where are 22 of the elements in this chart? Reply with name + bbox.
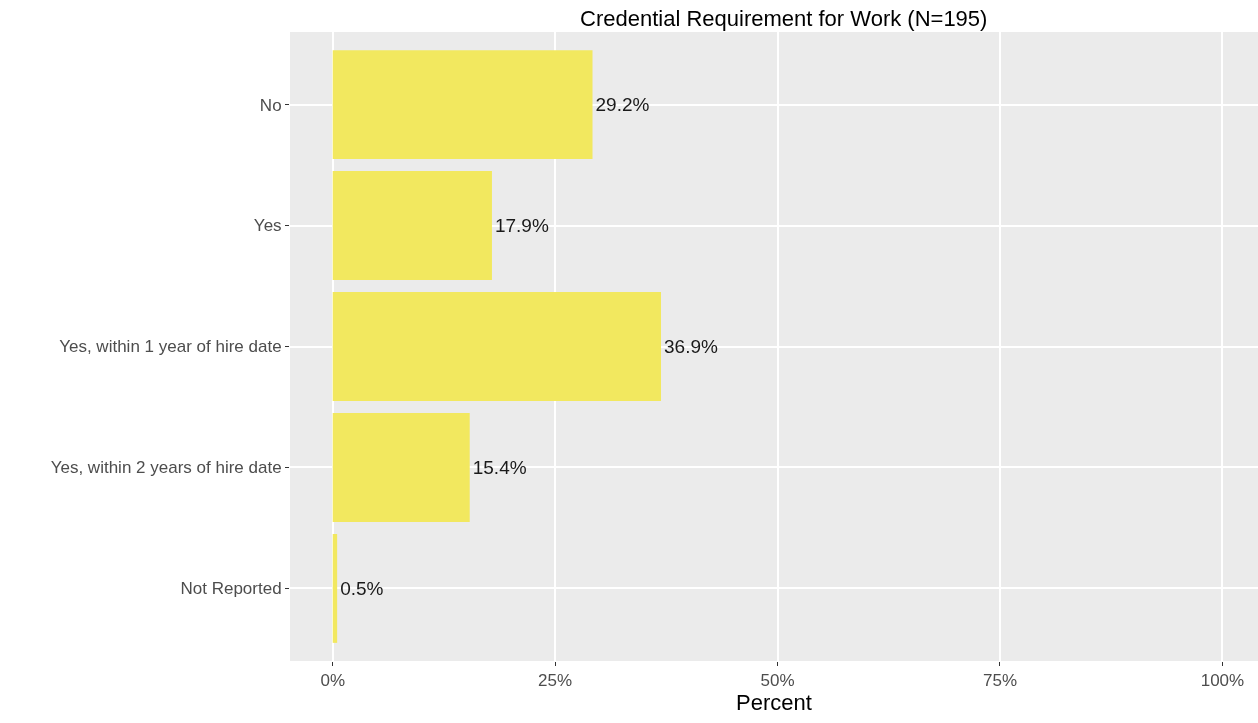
data-label: 17.9% — [494, 215, 549, 237]
y-tick-label: Yes, within 2 years of hire date — [50, 458, 282, 478]
bar — [332, 50, 593, 160]
data-label: 15.4% — [472, 456, 527, 478]
y-tick-label: Not Reported — [180, 579, 282, 599]
y-tick-label: Yes, within 1 year of hire date — [59, 337, 282, 357]
bar — [332, 533, 338, 643]
data-label: 36.9% — [664, 336, 718, 357]
bar — [332, 413, 470, 522]
bar — [332, 171, 492, 280]
chart-title: Credential Requirement for Work (N=195) — [580, 6, 988, 32]
data-label: 0.5% — [340, 577, 384, 599]
x-tick-label: 0% — [320, 671, 345, 691]
x-tick-label: 50% — [760, 671, 795, 691]
x-axis-title: Percent — [736, 690, 812, 716]
x-tick-label: 25% — [538, 671, 573, 691]
y-tick-label: Yes — [253, 216, 282, 236]
x-tick-label: 100% — [1200, 671, 1245, 691]
x-tick-label: 75% — [982, 671, 1018, 691]
y-tick-label: No — [259, 95, 282, 115]
data-label: 29.2% — [595, 94, 650, 116]
bar — [332, 292, 662, 401]
